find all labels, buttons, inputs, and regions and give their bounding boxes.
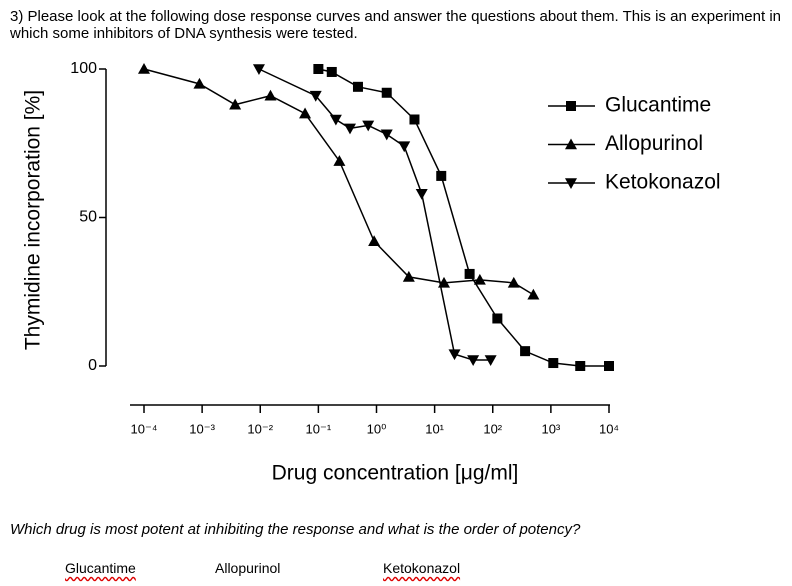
- x-tick-label: 10²: [483, 421, 502, 436]
- series-line: [258, 68, 491, 361]
- data-point: [252, 64, 265, 75]
- legend-marker: [565, 138, 577, 150]
- x-tick-label: 10⁻¹: [306, 421, 332, 436]
- data-point: [448, 349, 461, 361]
- data-point: [343, 123, 356, 135]
- data-point: [473, 273, 486, 285]
- data-point: [326, 66, 337, 77]
- answer: Glucantime: [65, 560, 136, 576]
- legend-label: Allopurinol: [605, 132, 703, 155]
- data-point: [309, 90, 322, 102]
- data-point: [520, 346, 531, 357]
- data-point: [352, 81, 363, 92]
- data-point: [492, 313, 503, 324]
- data-point: [402, 270, 415, 282]
- prompt: Which drug is most potent at inhibiting …: [10, 521, 581, 538]
- x-tick-label: 10³: [541, 421, 560, 436]
- x-tick-label: 10⁴: [599, 421, 619, 436]
- y-tick-label: 0: [88, 357, 97, 374]
- data-point: [380, 129, 393, 141]
- x-axis-label: Drug concentration [μg/ml]: [272, 462, 519, 485]
- data-point: [333, 155, 346, 166]
- data-point: [329, 114, 342, 126]
- x-tick-label: 10⁻³: [189, 421, 215, 436]
- x-tick-label: 10⁻⁴: [131, 421, 158, 436]
- data-point: [464, 268, 475, 279]
- data-point: [548, 358, 559, 369]
- y-tick-label: 50: [79, 209, 97, 226]
- legend-label: Glucantime: [605, 94, 711, 117]
- data-point: [527, 288, 540, 300]
- legend-marker: [565, 178, 577, 189]
- data-point: [368, 235, 381, 247]
- data-point: [381, 87, 392, 98]
- data-point: [484, 355, 497, 367]
- legend-label: Ketokonazol: [605, 171, 721, 194]
- series-line: [143, 68, 534, 296]
- x-tick-label: 10⁰: [367, 421, 387, 436]
- data-point: [436, 170, 447, 181]
- y-axis-label: Thymidine incorporation [%]: [22, 90, 45, 350]
- data-point: [138, 63, 150, 74]
- data-point: [229, 98, 242, 110]
- data-point: [467, 355, 480, 367]
- data-point: [264, 89, 277, 101]
- data-point: [398, 141, 411, 153]
- answer: Ketokonazol: [383, 560, 461, 576]
- series-line: [318, 68, 609, 367]
- legend-marker: [566, 101, 576, 111]
- chart: Thymidine incorporation [%] Drug concent…: [22, 60, 721, 485]
- data-point: [415, 188, 428, 200]
- y-tick-label: 100: [70, 60, 97, 77]
- x-tick-label: 10¹: [425, 421, 444, 436]
- data-point: [193, 77, 206, 89]
- data-point: [409, 114, 420, 125]
- data-point: [313, 64, 324, 74]
- question: 3) Please look at the following dose res…: [10, 8, 781, 42]
- answer: Allopurinol: [215, 560, 281, 576]
- data-point: [575, 361, 586, 371]
- data-point: [507, 276, 520, 288]
- data-point: [604, 361, 614, 371]
- x-tick-label: 10⁻²: [247, 421, 273, 436]
- data-point: [362, 120, 375, 132]
- data-point: [299, 107, 312, 119]
